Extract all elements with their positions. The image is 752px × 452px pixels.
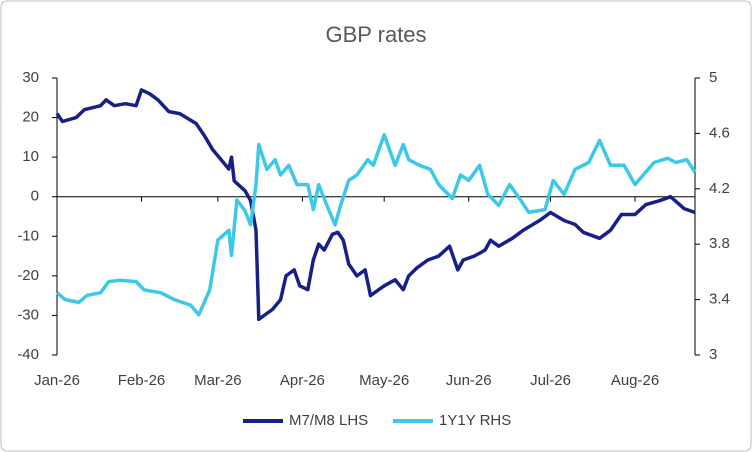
x-tick-label: Apr-26 bbox=[280, 372, 325, 389]
y2-tick-label: 4.6 bbox=[709, 124, 730, 141]
y2-tick-label: 3.8 bbox=[709, 235, 730, 252]
y-tick-label: -10 bbox=[17, 227, 39, 244]
x-tick-label: Jun-26 bbox=[446, 372, 492, 389]
y-tick-label: 20 bbox=[22, 109, 39, 126]
y2-tick-label: 4.2 bbox=[709, 180, 730, 197]
series-line bbox=[55, 88, 696, 322]
x-tick-label: Feb-26 bbox=[118, 372, 166, 389]
series-line bbox=[55, 133, 697, 317]
y2-tick-label: 5 bbox=[709, 69, 717, 86]
x-tick-label: Mar-26 bbox=[194, 372, 242, 389]
chart-title: GBP rates bbox=[325, 22, 426, 47]
y2-tick-label: 3 bbox=[709, 346, 717, 363]
x-tick-label: Aug-26 bbox=[611, 372, 659, 389]
x-tick-label: Jul-26 bbox=[530, 372, 571, 389]
x-tick-label: May-26 bbox=[359, 372, 409, 389]
y-tick-label: 10 bbox=[22, 148, 39, 165]
legend-label: 1Y1Y RHS bbox=[439, 412, 511, 429]
y2-tick-label: 3.4 bbox=[709, 291, 730, 308]
x-tick-label: Jan-26 bbox=[34, 372, 80, 389]
y-tick-label: -40 bbox=[17, 346, 39, 363]
y-tick-label: 0 bbox=[31, 188, 39, 205]
y-tick-label: 30 bbox=[22, 69, 39, 86]
y-tick-label: -20 bbox=[17, 267, 39, 284]
y-tick-label: -30 bbox=[17, 306, 39, 323]
legend-label: M7/M8 LHS bbox=[289, 412, 368, 429]
